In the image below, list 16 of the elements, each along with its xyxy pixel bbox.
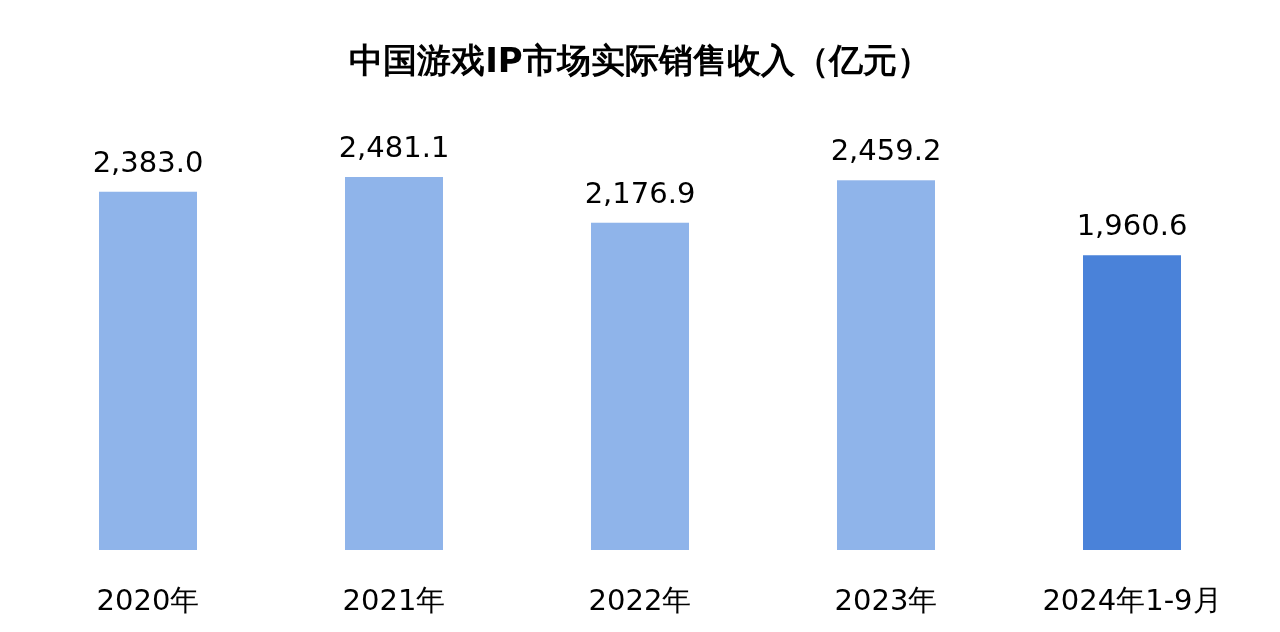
bar <box>591 222 689 550</box>
bar <box>837 180 935 550</box>
data-label: 2,481.1 <box>338 130 450 164</box>
data-label: 2,176.9 <box>584 175 696 210</box>
x-tick-label: 2020年 <box>96 583 200 617</box>
bar <box>1083 255 1181 550</box>
data-label: 1,960.6 <box>1076 208 1188 243</box>
bar <box>99 191 197 550</box>
data-label: 2,383.0 <box>92 144 204 179</box>
x-tick-label: 2023年 <box>834 583 938 617</box>
chart-title: 中国游戏IP市场实际销售收入（亿元） <box>349 40 931 80</box>
bar <box>345 177 443 550</box>
x-tick-label: 2022年 <box>588 583 692 617</box>
x-tick-label: 2021年 <box>342 583 446 617</box>
x-tick-label: 2024年1-9月 <box>1042 583 1222 617</box>
data-label: 2,459.2 <box>830 133 942 168</box>
